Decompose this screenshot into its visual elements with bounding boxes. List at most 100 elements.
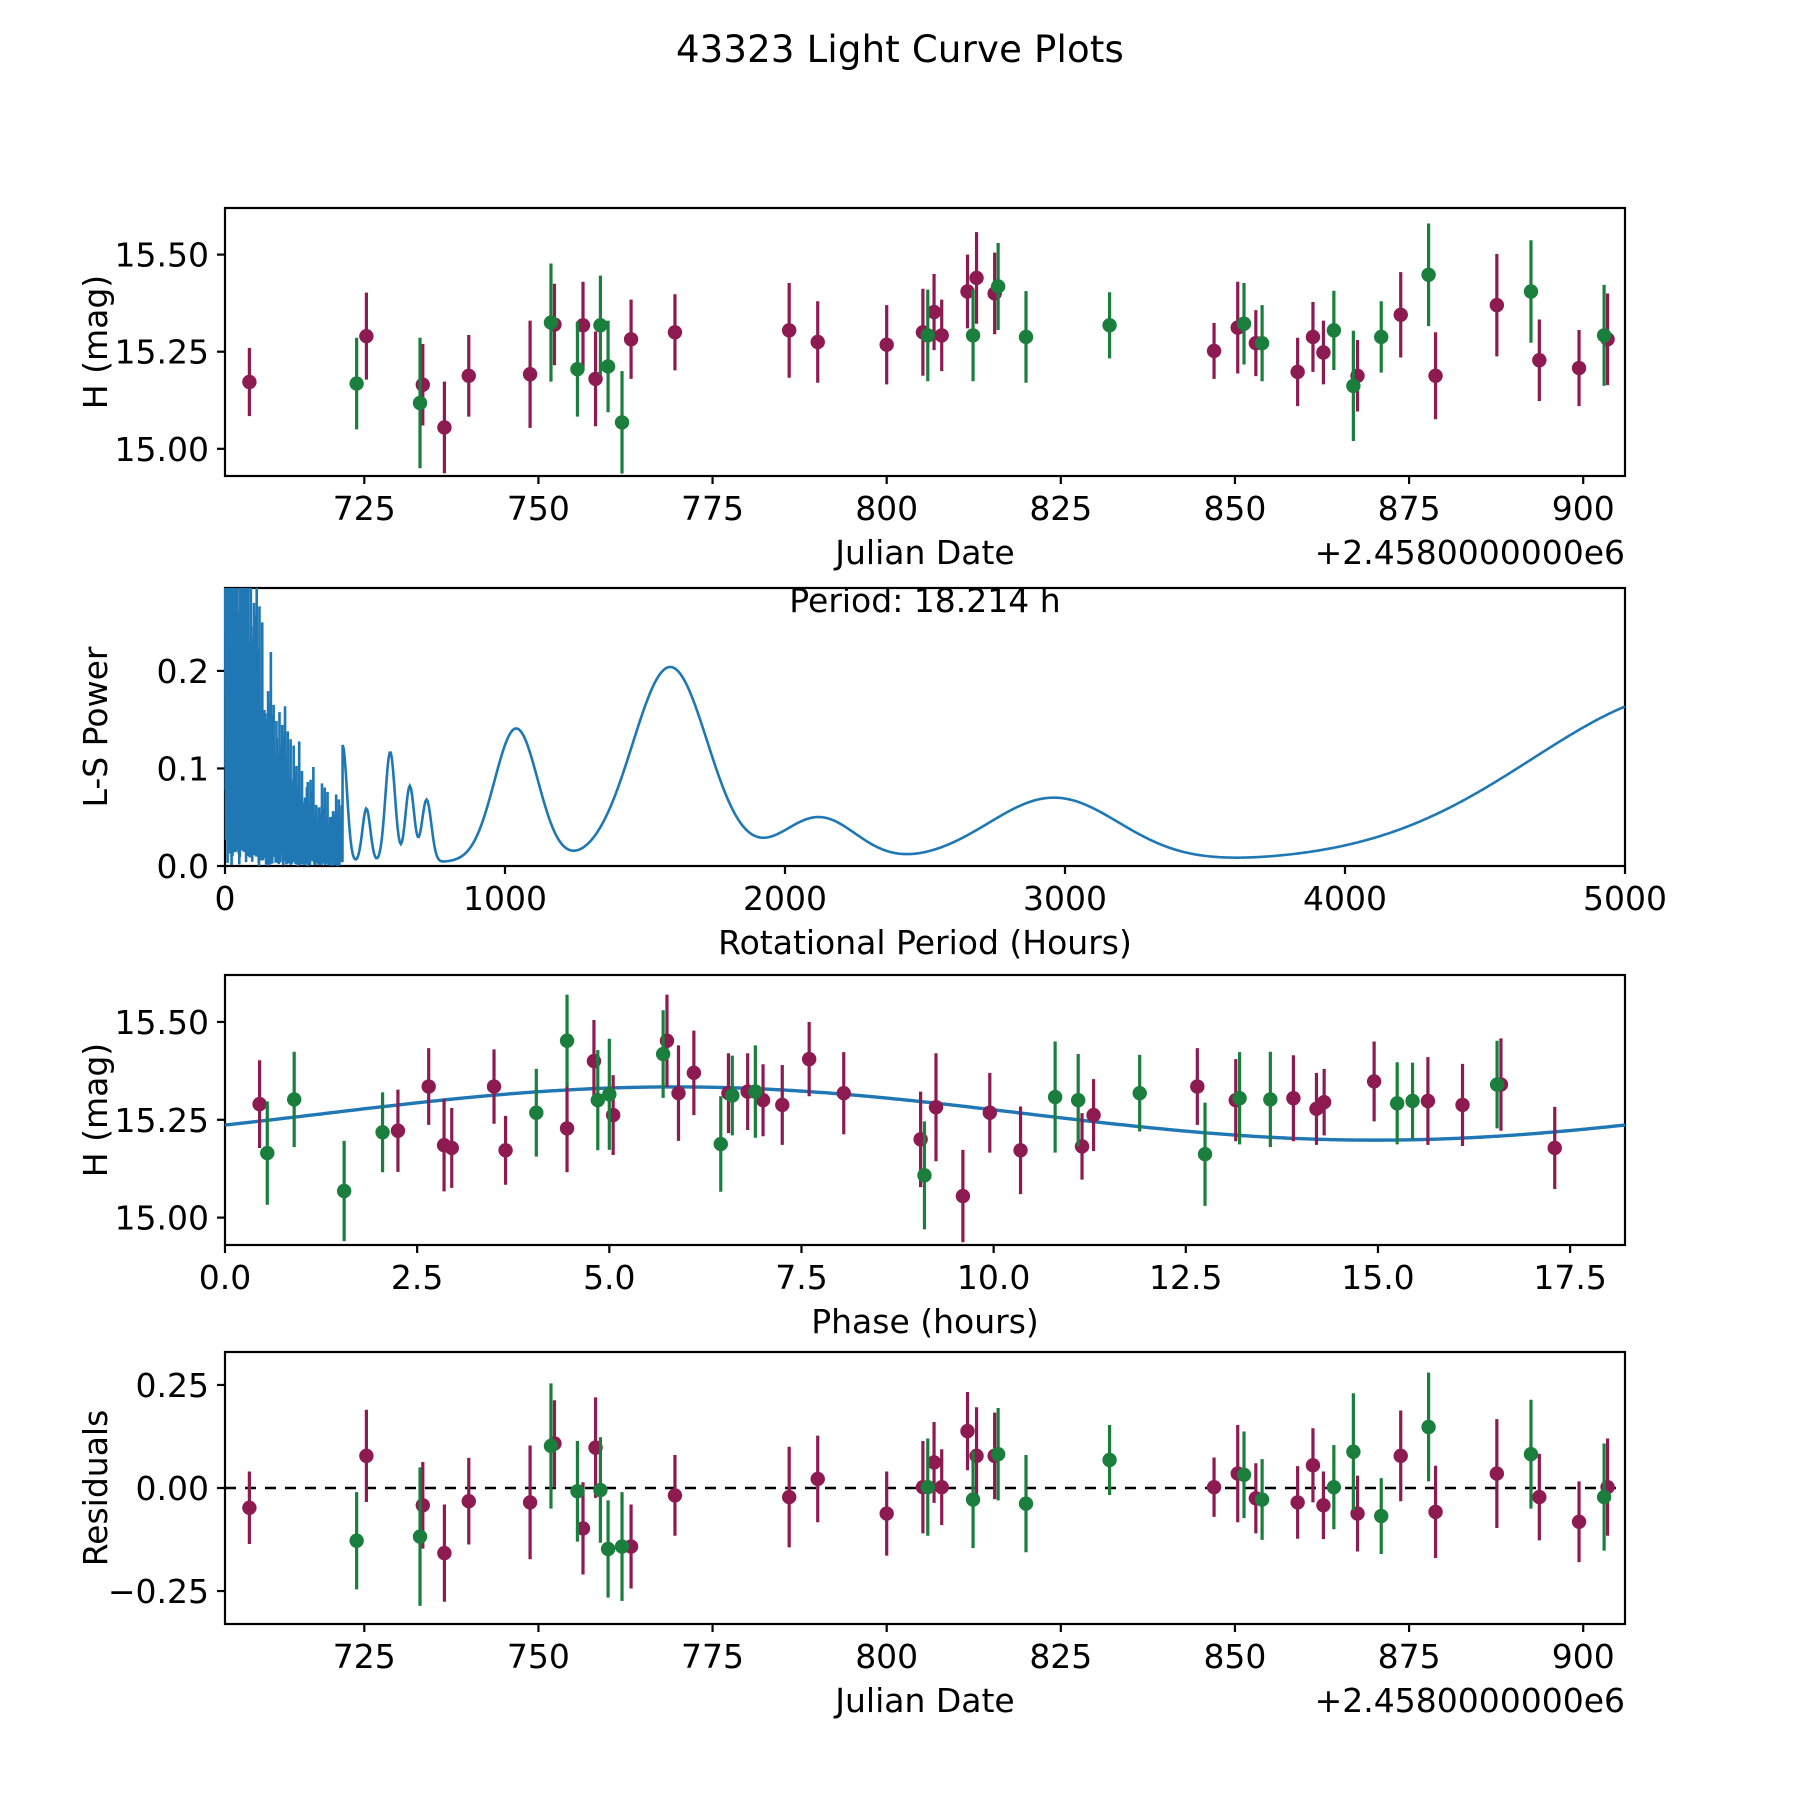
data-point[interactable] [252,1096,267,1112]
data-point[interactable] [1523,284,1539,299]
data-point[interactable] [781,323,797,338]
data-point[interactable] [1489,1077,1505,1092]
data-point[interactable] [415,377,431,392]
data-point[interactable] [781,1489,797,1505]
data-point[interactable] [614,1539,630,1554]
data-point[interactable] [1305,1458,1321,1473]
data-point[interactable] [1532,353,1547,368]
data-point[interactable] [1326,323,1342,338]
data-point[interactable] [1206,343,1222,359]
data-point[interactable] [593,318,608,333]
data-point[interactable] [588,371,603,387]
data-point[interactable] [600,359,616,374]
data-point[interactable] [879,1506,894,1521]
data-point[interactable] [600,1541,616,1557]
data-point[interactable] [1405,1093,1420,1109]
data-point[interactable] [375,1125,390,1140]
data-point[interactable] [686,1065,702,1081]
data-point[interactable] [1428,1504,1443,1520]
data-point[interactable] [1547,1140,1562,1156]
data-point[interactable] [1596,328,1612,343]
data-point[interactable] [437,420,452,435]
data-point[interactable] [570,361,585,377]
data-point[interactable] [1420,1093,1436,1109]
data-point[interactable] [286,1092,302,1107]
data-point[interactable] [575,318,591,333]
data-point[interactable] [437,1545,452,1561]
data-point[interactable] [1523,1447,1539,1462]
data-point[interactable] [336,1183,352,1199]
data-point[interactable] [1374,1508,1389,1524]
data-point[interactable] [965,1492,981,1507]
data-point[interactable] [926,1455,942,1470]
data-point[interactable] [990,1447,1006,1462]
data-point[interactable] [1102,1452,1117,1468]
data-point[interactable] [1346,1444,1361,1459]
data-point[interactable] [461,368,476,383]
data-point[interactable] [1316,345,1331,360]
data-point[interactable] [1132,1085,1147,1101]
data-point[interactable] [920,1479,935,1495]
data-point[interactable] [671,1085,686,1101]
data-point[interactable] [982,1105,997,1120]
data-point[interactable] [1532,1489,1547,1505]
data-point[interactable] [559,1121,575,1136]
data-point[interactable] [1346,378,1361,394]
data-point[interactable] [1263,1092,1278,1107]
data-point[interactable] [412,395,428,411]
data-point[interactable] [934,1479,949,1495]
data-point[interactable] [498,1143,513,1158]
data-point[interactable] [543,315,559,330]
data-point[interactable] [1316,1094,1332,1110]
data-point[interactable] [713,1136,728,1152]
data-point[interactable] [1197,1147,1213,1162]
data-point[interactable] [1421,1419,1436,1435]
data-point[interactable] [775,1097,790,1113]
data-point[interactable] [965,328,981,343]
data-point[interactable] [575,1521,591,1536]
data-point[interactable] [725,1088,740,1103]
data-point[interactable] [522,1495,538,1510]
data-point[interactable] [1489,1466,1505,1481]
data-point[interactable] [543,1438,559,1454]
data-point[interactable] [955,1188,971,1204]
data-point[interactable] [920,328,935,343]
data-point[interactable] [928,1100,944,1115]
data-point[interactable] [1018,329,1034,345]
data-point[interactable] [969,270,984,286]
data-point[interactable] [1254,335,1270,351]
data-point[interactable] [590,1093,605,1108]
data-point[interactable] [1047,1089,1063,1105]
data-point[interactable] [836,1085,851,1101]
data-point[interactable] [349,1533,364,1548]
data-point[interactable] [1393,1448,1408,1464]
data-point[interactable] [421,1079,436,1094]
data-point[interactable] [390,1123,406,1138]
data-point[interactable] [810,334,825,350]
data-point[interactable] [810,1471,825,1487]
data-point[interactable] [461,1493,476,1509]
data-point[interactable] [748,1084,763,1099]
data-point[interactable] [1102,318,1117,333]
data-point[interactable] [1393,307,1408,323]
data-point[interactable] [412,1529,428,1544]
data-point[interactable] [1286,1091,1301,1106]
data-point[interactable] [667,325,683,340]
data-point[interactable] [667,1488,683,1503]
data-point[interactable] [1326,1479,1342,1495]
data-point[interactable] [960,284,975,299]
data-point[interactable] [1596,1489,1612,1505]
data-point[interactable] [1455,1097,1470,1113]
data-point[interactable] [359,1448,374,1464]
data-point[interactable] [1013,1143,1028,1158]
data-point[interactable] [1254,1492,1270,1507]
data-point[interactable] [1571,1514,1587,1529]
data-point[interactable] [1316,1498,1331,1513]
data-point[interactable] [570,1484,585,1499]
data-point[interactable] [1366,1074,1382,1089]
data-point[interactable] [960,1423,975,1439]
data-point[interactable] [242,1500,257,1515]
data-point[interactable] [614,415,630,430]
data-point[interactable] [655,1046,671,1062]
data-point[interactable] [260,1145,275,1161]
